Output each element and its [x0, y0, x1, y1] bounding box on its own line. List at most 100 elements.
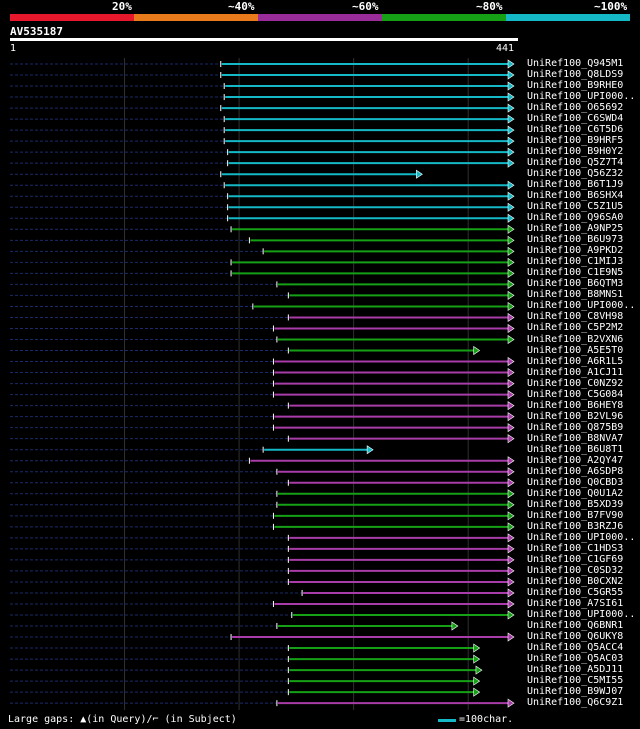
- hit-label[interactable]: UniRef100_A2QY47: [527, 454, 624, 466]
- hit-label[interactable]: UniRef100_B6U8T1: [527, 443, 624, 455]
- hit-label[interactable]: UniRef100_A6R1L5: [527, 355, 624, 367]
- hit-label[interactable]: UniRef100_C1GF69: [527, 553, 624, 565]
- hit-label[interactable]: UniRef100_C6SWD4: [527, 113, 624, 125]
- hit-row[interactable]: [10, 511, 515, 521]
- hit-label[interactable]: UniRef100_O65692: [527, 102, 624, 114]
- hit-label[interactable]: UniRef100_C1HDS3: [527, 542, 624, 554]
- hit-row[interactable]: [10, 92, 515, 102]
- hit-label[interactable]: UniRef100_A7SI61: [527, 597, 624, 609]
- hit-row[interactable]: [10, 478, 515, 488]
- hit-label[interactable]: UniRef100_Q5ACC4: [527, 642, 624, 654]
- hit-row[interactable]: [10, 81, 515, 91]
- hit-row[interactable]: [10, 566, 515, 576]
- hit-label[interactable]: UniRef100_A9NP25: [527, 223, 624, 235]
- hit-row[interactable]: [10, 356, 515, 367]
- hit-row[interactable]: [10, 114, 515, 124]
- hit-row[interactable]: [10, 401, 515, 411]
- hit-label[interactable]: UniRef100_Q96SA0: [527, 212, 624, 224]
- hit-row[interactable]: [10, 698, 515, 708]
- hit-label[interactable]: UniRef100_C6T5D6: [527, 124, 624, 136]
- hit-row[interactable]: [10, 290, 515, 300]
- hit-row[interactable]: [10, 147, 515, 157]
- hit-row[interactable]: [10, 533, 515, 543]
- hit-row[interactable]: [10, 544, 515, 554]
- hit-row[interactable]: [10, 500, 515, 510]
- hit-label[interactable]: UniRef100_B6SHX4: [527, 190, 624, 202]
- hit-label[interactable]: UniRef100_B6QTM3: [527, 278, 624, 290]
- hit-row[interactable]: [10, 279, 515, 289]
- hit-label[interactable]: UniRef100_A6SDP8: [527, 465, 624, 477]
- hit-label[interactable]: UniRef100_B9RHE0: [527, 80, 624, 92]
- hit-label[interactable]: UniRef100_Q6UKY8: [527, 631, 624, 643]
- hit-label[interactable]: UniRef100_B9WJ07: [527, 686, 624, 698]
- hit-label[interactable]: UniRef100_C1E9N5: [527, 267, 624, 279]
- hit-row[interactable]: [10, 676, 481, 686]
- hit-label[interactable]: UniRef100_B5XD39: [527, 498, 624, 510]
- hit-row[interactable]: [10, 59, 515, 69]
- hit-row[interactable]: [10, 235, 515, 245]
- hit-label[interactable]: UniRef100_A1CJ11: [527, 366, 624, 378]
- hit-row[interactable]: [10, 334, 515, 345]
- hit-row[interactable]: [10, 323, 515, 334]
- hit-label[interactable]: UniRef100_Q6C9Z1: [527, 697, 624, 709]
- hit-label[interactable]: UniRef100_B3RZJ6: [527, 520, 624, 532]
- hit-row[interactable]: [10, 423, 515, 433]
- hit-row[interactable]: [10, 621, 459, 631]
- hit-label[interactable]: UniRef100_Q0CBD3: [527, 476, 624, 488]
- hit-row[interactable]: [10, 125, 515, 135]
- hit-label[interactable]: UniRef100_B7FV90: [527, 509, 624, 521]
- hit-label[interactable]: UniRef100_Q56Z32: [527, 168, 624, 180]
- hit-row[interactable]: [10, 599, 515, 609]
- hit-row[interactable]: [10, 687, 481, 697]
- hit-label[interactable]: UniRef100_B8NVA7: [527, 432, 624, 444]
- hit-label[interactable]: UniRef100_B0CXN2: [527, 575, 624, 587]
- hit-label[interactable]: UniRef100_Q6BNR1: [527, 620, 624, 632]
- hit-label[interactable]: UniRef100_B6HEY8: [527, 399, 624, 411]
- hit-label[interactable]: UniRef100_C5GR55: [527, 586, 624, 598]
- hit-label[interactable]: UniRef100_Q945M1: [527, 58, 624, 69]
- hit-label[interactable]: UniRef100_Q5Z7T4: [527, 157, 624, 169]
- hit-row[interactable]: [10, 301, 515, 312]
- hit-label[interactable]: UniRef100_C5Z1U5: [527, 201, 624, 213]
- hit-row[interactable]: [10, 588, 515, 598]
- hit-label[interactable]: UniRef100_B2VXN6: [527, 333, 624, 345]
- hit-row[interactable]: [10, 268, 515, 278]
- hit-label[interactable]: UniRef100_UPI000..: [527, 91, 636, 103]
- hit-row[interactable]: [10, 577, 515, 587]
- hit-label[interactable]: UniRef100_UPI000..: [527, 531, 636, 543]
- hit-row[interactable]: [10, 434, 515, 444]
- hit-row[interactable]: [10, 445, 374, 455]
- hit-row[interactable]: [10, 467, 515, 477]
- hit-row[interactable]: [10, 169, 423, 179]
- hit-row[interactable]: [10, 665, 483, 675]
- hit-row[interactable]: [10, 191, 515, 201]
- hit-row[interactable]: [10, 158, 515, 168]
- hit-label[interactable]: UniRef100_C5P2M2: [527, 322, 624, 334]
- hit-row[interactable]: [10, 632, 515, 642]
- hit-label[interactable]: UniRef100_A9PKD2: [527, 245, 624, 257]
- hit-row[interactable]: [10, 412, 515, 422]
- hit-label[interactable]: UniRef100_C1MIJ3: [527, 256, 624, 268]
- hit-row[interactable]: [10, 103, 515, 113]
- hit-row[interactable]: [10, 610, 515, 620]
- hit-row[interactable]: [10, 379, 515, 389]
- hit-label[interactable]: UniRef100_Q8LDS9: [527, 69, 624, 81]
- hit-row[interactable]: [10, 246, 515, 256]
- hit-label[interactable]: UniRef100_Q0U1A2: [527, 487, 624, 499]
- hit-row[interactable]: [10, 257, 515, 267]
- hit-label[interactable]: UniRef100_Q5AC03: [527, 653, 624, 665]
- hit-row[interactable]: [10, 522, 515, 532]
- hit-row[interactable]: [10, 312, 515, 323]
- hit-label[interactable]: UniRef100_UPI000..: [527, 609, 636, 620]
- hit-row[interactable]: [10, 555, 515, 565]
- hit-label[interactable]: UniRef100_B6T1J9: [527, 179, 624, 191]
- hit-row[interactable]: [10, 136, 515, 146]
- hit-label[interactable]: UniRef100_C8VH98: [527, 311, 624, 323]
- hit-label[interactable]: UniRef100_C0NZ92: [527, 377, 624, 389]
- hit-row[interactable]: [10, 367, 515, 378]
- hit-row[interactable]: [10, 180, 515, 190]
- hit-label[interactable]: UniRef100_B2VL96: [527, 410, 624, 422]
- hit-row[interactable]: [10, 70, 515, 80]
- hit-row[interactable]: [10, 456, 515, 466]
- hit-label[interactable]: UniRef100_C5MI55: [527, 675, 624, 687]
